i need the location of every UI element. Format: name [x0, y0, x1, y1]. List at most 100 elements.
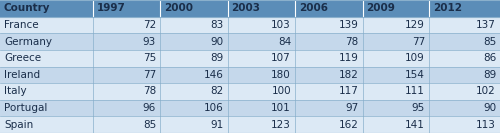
Text: 141: 141: [405, 120, 425, 130]
Text: 180: 180: [272, 70, 291, 80]
Bar: [92, 50, 160, 66]
Text: 103: 103: [272, 20, 291, 30]
Text: 182: 182: [338, 70, 358, 80]
Text: 78: 78: [143, 86, 156, 96]
Text: 102: 102: [476, 86, 496, 96]
Bar: [228, 17, 295, 33]
Text: 89: 89: [210, 53, 224, 63]
Text: 106: 106: [204, 103, 224, 113]
Text: 72: 72: [143, 20, 156, 30]
Bar: [228, 0, 295, 17]
Bar: [160, 83, 228, 100]
Bar: [362, 66, 429, 83]
Bar: [0, 116, 92, 133]
Bar: [362, 100, 429, 116]
Bar: [92, 116, 160, 133]
Bar: [160, 17, 228, 33]
Bar: [0, 50, 92, 66]
Bar: [228, 83, 295, 100]
Bar: [362, 116, 429, 133]
Bar: [92, 83, 160, 100]
Text: 2012: 2012: [433, 3, 462, 13]
Bar: [0, 100, 92, 116]
Bar: [0, 33, 92, 50]
Bar: [362, 83, 429, 100]
Text: 117: 117: [338, 86, 358, 96]
Text: 95: 95: [412, 103, 425, 113]
Text: 85: 85: [483, 37, 496, 47]
Text: 77: 77: [412, 37, 425, 47]
Text: Ireland: Ireland: [4, 70, 40, 80]
Bar: [160, 0, 228, 17]
Text: 1997: 1997: [96, 3, 126, 13]
Text: Portugal: Portugal: [4, 103, 48, 113]
Text: Italy: Italy: [4, 86, 26, 96]
Bar: [362, 17, 429, 33]
Text: 146: 146: [204, 70, 224, 80]
Text: 75: 75: [143, 53, 156, 63]
Bar: [160, 66, 228, 83]
Text: Greece: Greece: [4, 53, 41, 63]
Bar: [228, 33, 295, 50]
Text: 90: 90: [210, 37, 224, 47]
Text: 84: 84: [278, 37, 291, 47]
Text: 97: 97: [345, 103, 358, 113]
Bar: [228, 116, 295, 133]
Bar: [295, 0, 362, 17]
Bar: [362, 0, 429, 17]
Bar: [160, 100, 228, 116]
Bar: [429, 83, 500, 100]
Bar: [92, 17, 160, 33]
Text: 93: 93: [143, 37, 156, 47]
Bar: [429, 33, 500, 50]
Text: 137: 137: [476, 20, 496, 30]
Text: 86: 86: [483, 53, 496, 63]
Bar: [362, 50, 429, 66]
Bar: [92, 0, 160, 17]
Text: 96: 96: [143, 103, 156, 113]
Bar: [295, 66, 362, 83]
Text: Germany: Germany: [4, 37, 52, 47]
Bar: [160, 33, 228, 50]
Text: 123: 123: [271, 120, 291, 130]
Text: 101: 101: [272, 103, 291, 113]
Bar: [295, 83, 362, 100]
Bar: [295, 33, 362, 50]
Bar: [228, 100, 295, 116]
Text: 119: 119: [338, 53, 358, 63]
Text: 2006: 2006: [299, 3, 328, 13]
Bar: [429, 50, 500, 66]
Bar: [429, 100, 500, 116]
Text: 113: 113: [476, 120, 496, 130]
Bar: [295, 50, 362, 66]
Text: 2003: 2003: [232, 3, 260, 13]
Text: 91: 91: [210, 120, 224, 130]
Text: 154: 154: [405, 70, 425, 80]
Bar: [429, 66, 500, 83]
Bar: [362, 33, 429, 50]
Bar: [295, 100, 362, 116]
Text: Spain: Spain: [4, 120, 33, 130]
Text: 100: 100: [272, 86, 291, 96]
Text: 111: 111: [405, 86, 425, 96]
Text: 109: 109: [405, 53, 425, 63]
Bar: [429, 0, 500, 17]
Text: Country: Country: [4, 3, 50, 13]
Bar: [228, 50, 295, 66]
Text: 139: 139: [338, 20, 358, 30]
Text: 2000: 2000: [164, 3, 193, 13]
Bar: [228, 66, 295, 83]
Text: 82: 82: [210, 86, 224, 96]
Text: 2009: 2009: [366, 3, 396, 13]
Bar: [0, 83, 92, 100]
Text: 77: 77: [143, 70, 156, 80]
Text: 85: 85: [143, 120, 156, 130]
Bar: [92, 100, 160, 116]
Text: 83: 83: [210, 20, 224, 30]
Bar: [295, 17, 362, 33]
Bar: [160, 50, 228, 66]
Bar: [429, 116, 500, 133]
Bar: [92, 66, 160, 83]
Bar: [0, 0, 92, 17]
Text: 89: 89: [483, 70, 496, 80]
